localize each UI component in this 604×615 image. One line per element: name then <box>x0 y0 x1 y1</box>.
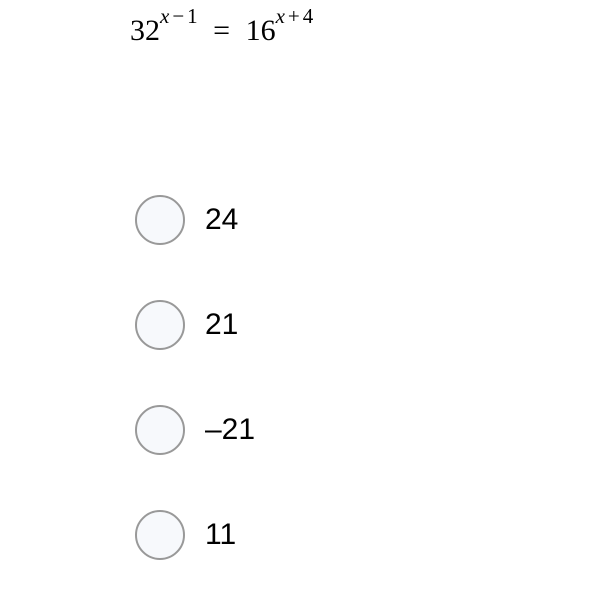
equation-base-1: 32 <box>130 14 160 48</box>
equation: 32x−1 = 16x+4 <box>130 10 313 48</box>
option-label: 21 <box>205 308 238 342</box>
equation-exponent-2: x+4 <box>276 4 314 29</box>
radio-button[interactable] <box>135 195 185 245</box>
option-row: 21 <box>135 300 255 350</box>
option-label: 11 <box>205 518 236 552</box>
equation-exponent-1: x−1 <box>160 4 198 29</box>
equals-sign: = <box>213 14 230 47</box>
option-row: 11 <box>135 510 255 560</box>
options-container: 24 21 –21 11 <box>135 195 255 615</box>
option-label: 24 <box>205 203 238 237</box>
radio-button[interactable] <box>135 405 185 455</box>
option-label: –21 <box>205 413 255 447</box>
radio-button[interactable] <box>135 300 185 350</box>
option-row: 24 <box>135 195 255 245</box>
equation-base-2: 16 <box>246 14 276 48</box>
option-row: –21 <box>135 405 255 455</box>
radio-button[interactable] <box>135 510 185 560</box>
